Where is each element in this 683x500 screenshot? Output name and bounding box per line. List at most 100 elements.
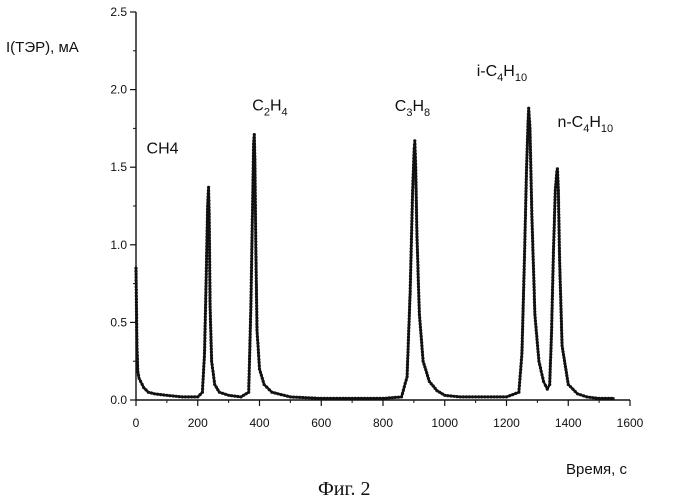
- series-point: [248, 363, 251, 366]
- series-point: [256, 335, 259, 338]
- series-point: [522, 298, 525, 301]
- series-point: [402, 389, 405, 392]
- series-point: [552, 245, 555, 248]
- series-point: [521, 343, 524, 346]
- series-point: [209, 326, 212, 329]
- series-point: [159, 393, 162, 396]
- series-point: [135, 335, 138, 338]
- series-point: [136, 371, 139, 374]
- series-point: [522, 310, 525, 313]
- series-point: [254, 188, 257, 191]
- series-point: [204, 294, 207, 297]
- series-point: [526, 144, 529, 147]
- series-point: [204, 285, 207, 288]
- series-point: [456, 395, 459, 398]
- series-point: [255, 286, 258, 289]
- series-point: [254, 240, 257, 243]
- series-point: [524, 196, 527, 199]
- series-point: [528, 130, 531, 133]
- series-point: [552, 235, 555, 238]
- series-point: [255, 262, 258, 265]
- series-point: [205, 248, 208, 251]
- series-point: [254, 258, 257, 261]
- series-point: [409, 265, 412, 268]
- series-point: [527, 107, 530, 110]
- series-point: [254, 207, 257, 210]
- series-point: [523, 250, 526, 253]
- series-point: [552, 257, 555, 260]
- series-point: [258, 364, 261, 367]
- series-point: [208, 266, 211, 269]
- series-point: [548, 374, 551, 377]
- series-point: [554, 192, 557, 195]
- series-point: [561, 344, 564, 347]
- series-point: [416, 270, 419, 273]
- series-point: [254, 237, 257, 240]
- series-point: [551, 298, 554, 301]
- series-point: [208, 287, 211, 290]
- series-point: [268, 388, 271, 391]
- series-point: [519, 365, 522, 368]
- series-point: [208, 290, 211, 293]
- series-point: [549, 359, 552, 362]
- series-point: [420, 344, 423, 347]
- series-point: [552, 260, 555, 263]
- series-point: [525, 166, 528, 169]
- series-point: [552, 232, 555, 235]
- series-point: [542, 380, 545, 383]
- series-point: [539, 366, 542, 369]
- series-point: [591, 396, 594, 399]
- series-point: [407, 326, 410, 329]
- series-point: [551, 282, 554, 285]
- series-point: [533, 301, 536, 304]
- series-point: [341, 397, 344, 400]
- series-point: [304, 396, 307, 399]
- series-point: [410, 244, 413, 247]
- series-point: [253, 152, 256, 155]
- series-point: [558, 241, 561, 244]
- series-point: [417, 273, 420, 276]
- series-point: [409, 256, 412, 259]
- series-point: [249, 302, 252, 305]
- series-point: [559, 308, 562, 311]
- series-point: [557, 183, 560, 186]
- series-point: [307, 396, 310, 399]
- series-point: [530, 197, 533, 200]
- series-point: [417, 285, 420, 288]
- series-point: [520, 355, 523, 358]
- series-point: [255, 283, 258, 286]
- series-point: [260, 374, 263, 377]
- series-point: [253, 161, 256, 164]
- series-point: [582, 394, 585, 397]
- series-point: [378, 397, 381, 400]
- series-point: [410, 216, 413, 219]
- series-point: [250, 269, 253, 272]
- series-point: [526, 150, 529, 153]
- series-point: [255, 292, 258, 295]
- series-point: [551, 285, 554, 288]
- series-point: [250, 260, 253, 263]
- series-point: [135, 285, 138, 288]
- series-point: [203, 337, 206, 340]
- series-point: [549, 350, 552, 353]
- series-point: [372, 397, 375, 400]
- series-point: [416, 257, 419, 260]
- series-point: [411, 201, 414, 204]
- series-point: [135, 319, 138, 322]
- series-point: [409, 293, 412, 296]
- series-point: [560, 335, 563, 338]
- series-point: [532, 261, 535, 264]
- series-point: [550, 332, 553, 335]
- series-point: [420, 335, 423, 338]
- series-point: [540, 370, 543, 373]
- series-point: [534, 322, 537, 325]
- series-point: [529, 166, 532, 169]
- series-point: [531, 224, 534, 227]
- series-point: [407, 323, 410, 326]
- series-point: [208, 281, 211, 284]
- series-point: [135, 282, 138, 285]
- series-point: [406, 369, 409, 372]
- series-point: [517, 391, 520, 394]
- series-point: [551, 301, 554, 304]
- series-point: [409, 275, 412, 278]
